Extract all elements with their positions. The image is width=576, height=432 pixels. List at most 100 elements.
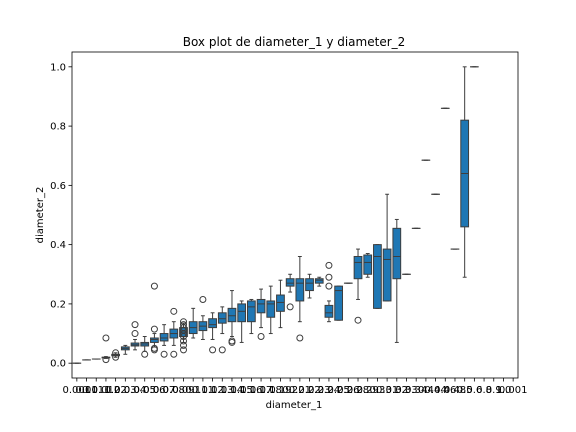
x-tick-label: 0.08 bbox=[163, 385, 185, 396]
box-iqr bbox=[363, 254, 373, 275]
box-iqr bbox=[159, 333, 169, 342]
outlier-point bbox=[218, 346, 226, 354]
box-6 bbox=[130, 321, 140, 351]
outlier-point bbox=[209, 346, 217, 354]
outlier-point bbox=[286, 303, 294, 311]
box-iqr bbox=[150, 337, 159, 343]
x-tick-label: 0.1 bbox=[185, 385, 201, 396]
box-iqr bbox=[217, 312, 227, 324]
box-iqr bbox=[246, 300, 256, 323]
box-iqr bbox=[314, 278, 324, 284]
x-tick-label: 1.0 bbox=[496, 385, 512, 396]
box-22 bbox=[285, 273, 295, 311]
x-tick-label: 0.24 bbox=[318, 385, 340, 396]
x-tick-label: 0.15 bbox=[231, 385, 253, 396]
box-iqr bbox=[227, 307, 237, 323]
box-19 bbox=[256, 288, 266, 341]
chart-title: Box plot de diameter_1 y diameter_2 bbox=[183, 35, 406, 49]
x-tick-label: 0.26 bbox=[337, 385, 359, 396]
outlier-point bbox=[325, 273, 333, 281]
y-tick-label: 0.4 bbox=[50, 240, 66, 251]
outlier-point bbox=[296, 334, 304, 342]
outlier-point bbox=[102, 334, 110, 342]
box-16 bbox=[227, 290, 237, 346]
box-20 bbox=[266, 285, 276, 335]
y-tick-label: 0.2 bbox=[50, 299, 66, 310]
box-18 bbox=[246, 298, 256, 335]
box-12 bbox=[188, 307, 198, 339]
box-4 bbox=[111, 349, 121, 361]
outlier-point bbox=[102, 356, 110, 364]
outlier-point bbox=[180, 330, 187, 338]
box-iqr bbox=[237, 303, 247, 323]
box-25 bbox=[314, 276, 324, 287]
box-33 bbox=[392, 218, 402, 343]
outlier-point bbox=[257, 333, 265, 341]
box-iqr bbox=[392, 227, 402, 280]
box-iqr bbox=[305, 278, 314, 292]
outlier-point bbox=[170, 307, 178, 315]
box-26 bbox=[324, 261, 334, 323]
x-tick-label: 0.33 bbox=[395, 385, 417, 396]
x-tick-label: 0.34 bbox=[405, 385, 427, 396]
box-iqr bbox=[276, 294, 285, 312]
x-tick-label: 0.19 bbox=[269, 385, 291, 396]
outlier-point bbox=[199, 295, 207, 303]
x-tick-label: 0.09 bbox=[172, 385, 194, 396]
outlier-point bbox=[180, 346, 187, 354]
x-tick-label: 0.9 bbox=[486, 385, 502, 396]
x-tick-label: 0.05 bbox=[134, 385, 156, 396]
x-tick-label: 0.012 bbox=[92, 385, 121, 396]
box-iqr bbox=[373, 244, 382, 309]
box-31 bbox=[373, 244, 382, 309]
x-tick-label: 0.31 bbox=[376, 385, 398, 396]
box-iqr bbox=[295, 278, 305, 302]
x-tick-label: 0.48 bbox=[444, 385, 466, 396]
x-tick-label: 0.21 bbox=[289, 385, 311, 396]
box-iqr bbox=[266, 300, 276, 318]
box-7 bbox=[140, 336, 150, 358]
x-tick-label: 0.44 bbox=[424, 385, 446, 396]
box-iqr bbox=[382, 248, 392, 302]
box-iqr bbox=[334, 285, 344, 321]
x-tick-label: 0.29 bbox=[357, 385, 379, 396]
box-29 bbox=[353, 248, 363, 324]
box-21 bbox=[276, 279, 285, 329]
x-tick-label: 0.17 bbox=[250, 385, 272, 396]
x-tick-label: 0.25 bbox=[327, 385, 349, 396]
box-17 bbox=[237, 300, 247, 343]
x-tick-label: 0.01 bbox=[75, 385, 97, 396]
outlier-point bbox=[131, 321, 139, 329]
x-tick-label: 0.28 bbox=[347, 385, 369, 396]
x-tick-label: 0.011 bbox=[82, 385, 111, 396]
box-iqr bbox=[208, 318, 217, 329]
y-tick-label: 1.0 bbox=[50, 62, 66, 73]
plot-area bbox=[72, 66, 479, 364]
outlier-point bbox=[150, 282, 158, 290]
outlier-point bbox=[150, 325, 158, 333]
y-tick-label: 0.8 bbox=[50, 122, 66, 133]
y-tick-label: 0.0 bbox=[50, 359, 66, 370]
outlier-point bbox=[150, 346, 158, 354]
x-tick-label: 0.03 bbox=[114, 385, 136, 396]
x-tick-label: 0.22 bbox=[298, 385, 320, 396]
outlier-point bbox=[131, 330, 139, 338]
x-tick-label: 0.001 bbox=[499, 385, 528, 396]
y-tick-label: 0.6 bbox=[50, 181, 66, 192]
outlier-point bbox=[180, 337, 187, 345]
outlier-point bbox=[325, 282, 333, 290]
x-tick-label: 0.02 bbox=[104, 385, 126, 396]
outlier-point bbox=[160, 350, 168, 358]
outlier-point bbox=[180, 341, 187, 349]
x-axis: 0.0010.010.0110.0120.020.030.040.050.060… bbox=[63, 378, 528, 396]
outlier-point bbox=[112, 353, 120, 361]
x-tick-label: 0.3 bbox=[369, 385, 385, 396]
box-30 bbox=[363, 253, 373, 278]
box-24 bbox=[305, 273, 314, 299]
x-tick-label: 0.23 bbox=[308, 385, 330, 396]
x-tick-label: 0.001 bbox=[63, 385, 92, 396]
outlier-point bbox=[228, 338, 236, 346]
outlier-point bbox=[180, 333, 187, 341]
